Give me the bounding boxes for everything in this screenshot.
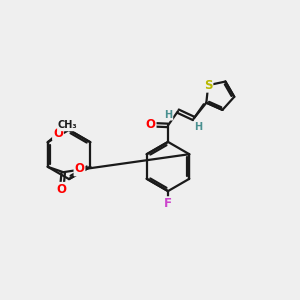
Text: S: S [204, 79, 212, 92]
Text: O: O [74, 162, 85, 176]
Text: O: O [57, 183, 67, 196]
Text: H: H [194, 122, 202, 132]
Text: H: H [164, 110, 172, 120]
Text: O: O [53, 127, 63, 140]
Text: O: O [146, 118, 156, 131]
Text: F: F [164, 197, 172, 210]
Text: CH₃: CH₃ [58, 120, 77, 130]
